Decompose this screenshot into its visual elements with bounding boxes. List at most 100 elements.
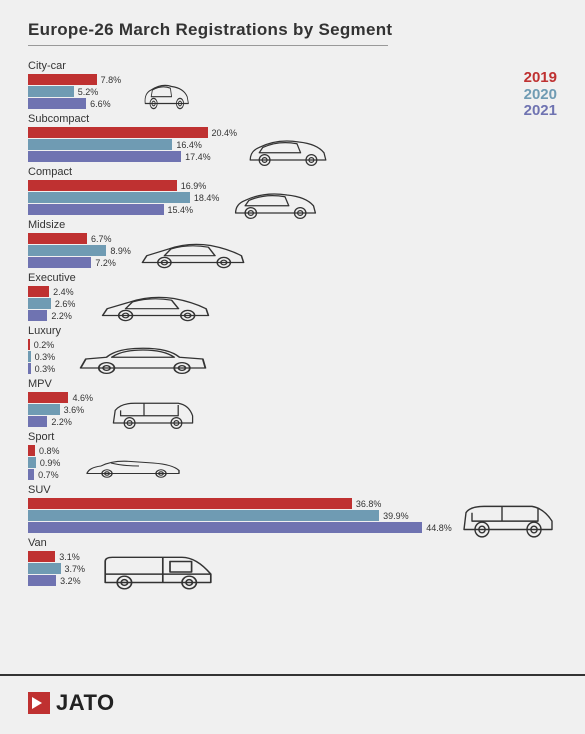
bar	[28, 233, 87, 244]
segment-compact: Compact 16.9%18.4%15.4%	[28, 166, 548, 215]
bar-value-label: 2.2%	[51, 417, 72, 427]
segment-midsize: Midsize6.7%8.9%7.2%	[28, 219, 548, 268]
bar-value-label: 17.4%	[185, 152, 211, 162]
bar-row: 39.9%	[28, 510, 548, 521]
bar-value-label: 6.7%	[91, 234, 112, 244]
segment-mpv: MPV 4.6%3.6% 2.2%	[28, 378, 548, 427]
segment-sport: Sport0.8%0.9%0.7%	[28, 431, 548, 480]
bar-row: 8.9%	[28, 245, 548, 256]
bar-row: 3.7%	[28, 563, 548, 574]
bar-value-label: 20.4%	[212, 128, 238, 138]
bar-row: 2.2%	[28, 310, 548, 321]
bar	[28, 245, 106, 256]
bar-value-label: 8.9%	[110, 246, 131, 256]
title-underline	[28, 45, 388, 46]
bar-value-label: 0.9%	[40, 458, 61, 468]
bar-group: 16.9%18.4%15.4%	[28, 180, 548, 215]
bar	[28, 98, 86, 109]
bar	[28, 563, 61, 574]
bar-group: 36.8%39.9%44.8%	[28, 498, 548, 533]
segment-label: Sport	[28, 431, 548, 443]
bar-value-label: 3.2%	[60, 576, 81, 586]
bar-value-label: 0.3%	[35, 352, 56, 362]
bar-row: 7.2%	[28, 257, 548, 268]
bar-row: 15.4%	[28, 204, 548, 215]
bar-value-label: 39.9%	[383, 511, 409, 521]
bar	[28, 180, 177, 191]
bar-row: 0.9%	[28, 457, 548, 468]
bar-row: 3.1%	[28, 551, 548, 562]
bar-row: 3.2%	[28, 575, 548, 586]
bar	[28, 339, 30, 350]
bar-row: 6.6%	[28, 98, 548, 109]
bar-value-label: 2.6%	[55, 299, 76, 309]
bar	[28, 445, 35, 456]
bar-row: 0.3%	[28, 351, 548, 362]
bar	[28, 510, 379, 521]
segment-city-car: City-car 7.8%5.2% 6.6%	[28, 60, 548, 109]
segment-label: SUV	[28, 484, 548, 496]
bar-row: 2.2%	[28, 416, 548, 427]
bar-row: 7.8%	[28, 74, 548, 85]
bar	[28, 257, 91, 268]
bar	[28, 139, 172, 150]
bar-value-label: 7.8%	[101, 75, 122, 85]
bar-group: 6.7% 8.9% 7.2%	[28, 233, 548, 268]
bar-value-label: 5.2%	[78, 87, 99, 97]
segment-label: Compact	[28, 166, 548, 178]
segment-suv: SUV36.8%39.9%44.8%	[28, 484, 548, 533]
bar	[28, 392, 68, 403]
segment-label: MPV	[28, 378, 548, 390]
bar	[28, 404, 60, 415]
bar-value-label: 4.6%	[72, 393, 93, 403]
bar-row: 3.6%	[28, 404, 548, 415]
bar-row: 44.8%	[28, 522, 548, 533]
segment-van: Van 3.1% 3.7% 3.2%	[28, 537, 548, 586]
bar-group: 0.2%0.3%0.3%	[28, 339, 548, 374]
bar-row: 6.7%	[28, 233, 548, 244]
bar-group: 7.8%5.2% 6.6%	[28, 74, 548, 109]
bar	[28, 469, 34, 480]
bar	[28, 86, 74, 97]
bar-row: 4.6%	[28, 392, 548, 403]
bar	[28, 363, 31, 374]
bar	[28, 522, 422, 533]
bar-value-label: 3.7%	[65, 564, 86, 574]
bar-value-label: 3.1%	[59, 552, 80, 562]
bar	[28, 192, 190, 203]
bar	[28, 351, 31, 362]
bar	[28, 416, 47, 427]
bar-value-label: 2.2%	[51, 311, 72, 321]
bar-value-label: 6.6%	[90, 99, 111, 109]
bar-value-label: 15.4%	[168, 205, 194, 215]
bar-group: 20.4% 16.4% 17.4%	[28, 127, 548, 162]
chart-area: City-car 7.8%5.2% 6.6% Subcompact 20.4% 16.4%…	[28, 60, 548, 590]
bar	[28, 286, 49, 297]
segment-subcompact: Subcompact 20.4% 16.4% 17.4%	[28, 113, 548, 162]
bar-group: 4.6%3.6% 2.2%	[28, 392, 548, 427]
bar	[28, 551, 55, 562]
logo-text: JATO	[56, 690, 115, 716]
segment-label: Executive	[28, 272, 548, 284]
bar-group: 2.4% 2.6% 2.2%	[28, 286, 548, 321]
bar-value-label: 2.4%	[53, 287, 74, 297]
bar-value-label: 18.4%	[194, 193, 220, 203]
bar-row: 2.4%	[28, 286, 548, 297]
bar-group: 3.1% 3.7% 3.2%	[28, 551, 548, 586]
footer-divider	[0, 674, 585, 676]
chart-title: Europe-26 March Registrations by Segment	[28, 20, 392, 40]
bar-value-label: 16.4%	[176, 140, 202, 150]
segment-label: Subcompact	[28, 113, 548, 125]
bar-row: 0.7%	[28, 469, 548, 480]
segment-executive: Executive 2.4% 2.6% 2.2%	[28, 272, 548, 321]
segment-label: City-car	[28, 60, 548, 72]
bar-row: 17.4%	[28, 151, 548, 162]
jato-logo: JATO	[28, 690, 115, 716]
bar-row: 0.3%	[28, 363, 548, 374]
bar	[28, 457, 36, 468]
bar-value-label: 44.8%	[426, 523, 452, 533]
segment-label: Van	[28, 537, 548, 549]
segment-label: Luxury	[28, 325, 548, 337]
segment-luxury: Luxury 0.2%0.3%0.3%	[28, 325, 548, 374]
bar-value-label: 7.2%	[95, 258, 116, 268]
